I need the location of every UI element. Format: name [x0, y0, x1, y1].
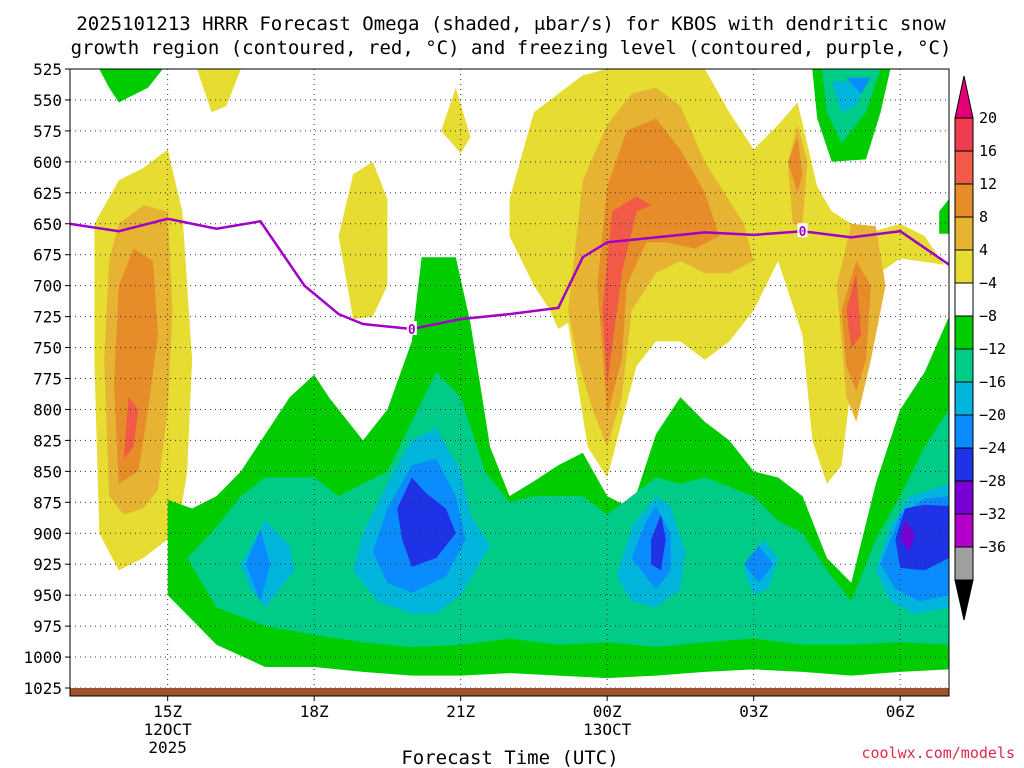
- contour-label-bg: [797, 223, 808, 238]
- colorbar-label: −8: [979, 307, 997, 325]
- colorbar-segment: [954, 348, 974, 383]
- chart-title-line1: 2025101213 HRRR Forecast Omega (shaded, …: [76, 13, 946, 35]
- omega-region-neg20c: [895, 504, 949, 571]
- colorbar-segment: [954, 282, 974, 317]
- omega-region-neg20: [397, 477, 456, 567]
- colorbar-label: 16: [979, 142, 997, 160]
- chart-title-line2: growth region (contoured, red, °C) and f…: [71, 37, 952, 59]
- y-tick-label: 850: [33, 462, 62, 481]
- y-tick-label: 575: [33, 122, 62, 141]
- colorbar-label: −12: [979, 340, 1006, 358]
- colorbar-label: 12: [979, 175, 997, 193]
- y-tick-label: 725: [33, 308, 62, 327]
- plot-area: 00: [69, 68, 950, 697]
- omega-region-neg16d: [743, 545, 774, 583]
- freezing-level-label: 0: [408, 323, 416, 338]
- x-tick-label: 15Z: [153, 702, 182, 721]
- freezing-level-label: 0: [799, 225, 807, 240]
- y-tick-label: 975: [33, 617, 62, 636]
- colorbar-segment: [954, 381, 974, 416]
- colorbar-label: 20: [979, 109, 997, 127]
- colorbar-segment: [954, 414, 974, 449]
- y-tick-label: 775: [33, 370, 62, 389]
- omega-region-pos16: [123, 397, 139, 459]
- colorbar-segment: [954, 117, 974, 152]
- omega-shaded-regions: [94, 69, 949, 679]
- x-tick-label: 13OCT: [583, 720, 632, 739]
- y-tick-label: 750: [33, 339, 62, 358]
- x-tick-label: 06Z: [886, 702, 915, 721]
- omega-region-neg20b: [651, 514, 666, 571]
- colorbar-segment: [954, 183, 974, 218]
- plot-frame: [69, 68, 950, 697]
- colorbar-label: −28: [979, 472, 1006, 490]
- freezing-level-contour: 00: [70, 217, 949, 338]
- y-tick-label: 600: [33, 153, 62, 172]
- y-tick-label: 525: [33, 60, 62, 79]
- colorbar-legend: 20 16 12 8 4 −4 −8 −12 −16 −20 −24 −28 −32 −36: [954, 75, 1006, 621]
- colorbar-label: −4: [979, 274, 997, 292]
- omega-region-neg16top: [846, 77, 871, 94]
- y-tick-label: 925: [33, 555, 62, 574]
- y-tick-label: 875: [33, 493, 62, 512]
- omega-region-neg16: [245, 529, 271, 602]
- freezing-level-line: [70, 217, 949, 331]
- omega-region-pos12c: [787, 137, 803, 193]
- x-axis-title: Forecast Time (UTC): [401, 747, 618, 768]
- y-tick-label: 1025: [23, 679, 62, 698]
- x-tick-label: 03Z: [739, 702, 768, 721]
- contour-label-bg: [406, 320, 417, 335]
- y-tick-label: 625: [33, 184, 62, 203]
- colorbar-label: 4: [979, 241, 988, 259]
- omega-region-pos12: [114, 248, 158, 484]
- colorbar-segment: [954, 216, 974, 251]
- colorbar-segment: [954, 150, 974, 185]
- colorbar-label: −16: [979, 373, 1006, 391]
- colorbar-label: −36: [979, 538, 1006, 556]
- colorbar-label: −20: [979, 406, 1006, 424]
- x-tick-label: 2025: [148, 738, 187, 757]
- omega-region-pos4c: [338, 161, 388, 320]
- colorbar-segment: [954, 315, 974, 350]
- y-tick-label: 700: [33, 277, 62, 296]
- y-tick-label: 800: [33, 400, 62, 419]
- colorbar-segment: [954, 546, 974, 581]
- y-tick-label: 900: [33, 524, 62, 543]
- omega-region-pos4d: [441, 87, 471, 154]
- y-tick-label: 675: [33, 246, 62, 265]
- grid-lines: [70, 69, 949, 689]
- omega-region-pos16b: [602, 196, 652, 385]
- colorbar-segment: [954, 249, 974, 284]
- omega-region-pos12b: [597, 118, 720, 416]
- colorbar-top-arrow: [954, 75, 974, 119]
- colorbar-label: −32: [979, 505, 1006, 523]
- ground-strip: [70, 688, 949, 696]
- y-tick-label: 550: [33, 91, 62, 110]
- y-tick-label: 950: [33, 586, 62, 605]
- y-axis-pressure: 525 550 575 600 625 650 675 700 725 750 775 800 825 8…: [23, 60, 70, 698]
- x-tick-label: 12OCT: [144, 720, 193, 739]
- colorbar-segment: [954, 513, 974, 548]
- y-tick-label: 650: [33, 215, 62, 234]
- x-tick-label: 18Z: [300, 702, 329, 721]
- colorbar-label: −24: [979, 439, 1006, 457]
- omega-region-pos16c: [846, 273, 862, 348]
- x-tick-label: 21Z: [446, 702, 475, 721]
- omega-region-pos4b: [197, 69, 241, 113]
- x-tick-label: 00Z: [593, 702, 622, 721]
- credit-link[interactable]: coolwx.com/models: [861, 744, 1015, 762]
- omega-region-neg24: [900, 520, 915, 552]
- omega-region-neg4top: [99, 69, 163, 103]
- y-tick-label: 1000: [23, 648, 62, 667]
- colorbar-segment: [954, 447, 974, 482]
- colorbar-bottom-arrow: [954, 579, 974, 621]
- colorbar-segment: [954, 480, 974, 515]
- omega-region-neg4right: [939, 199, 949, 234]
- y-tick-label: 825: [33, 431, 62, 450]
- colorbar-label: 8: [979, 208, 988, 226]
